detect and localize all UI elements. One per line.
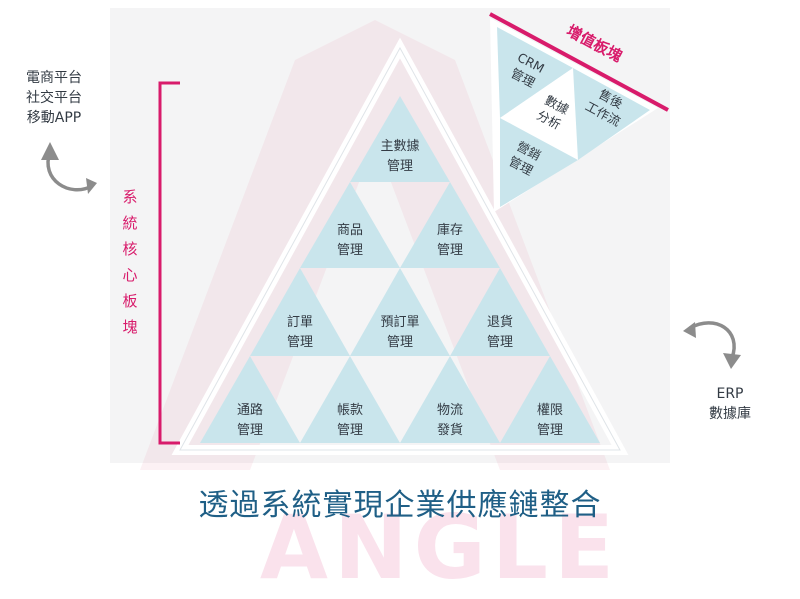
core-label-char: 板	[122, 292, 138, 310]
right-note-line: 數據庫	[709, 406, 751, 422]
cell-inventory	[400, 182, 500, 268]
right-cycle-arrow-icon	[683, 321, 741, 369]
label-logistics: 物流發貨	[437, 403, 463, 438]
cell-logistics	[400, 356, 500, 443]
label-channel: 通路管理	[237, 402, 263, 438]
cell-return	[450, 268, 550, 356]
value-added-block	[489, 12, 669, 212]
left-note-line: 移動APP	[26, 110, 82, 126]
diagram-caption: 透過系統實現企業供應鏈整合	[198, 488, 602, 523]
label-permission: 權限管理	[537, 403, 563, 438]
va-cell-after-sales	[573, 68, 650, 160]
cell-preorder	[350, 268, 450, 356]
cell-master-data	[350, 96, 450, 182]
left-cycle-arrow-icon	[41, 142, 97, 194]
cell-order	[250, 268, 350, 356]
core-label: 系 統 核 心 板 塊	[119, 184, 141, 340]
label-master-data: 主數據管理	[380, 139, 419, 174]
va-cell-analysis	[500, 68, 578, 160]
va-cell-marketing	[500, 118, 578, 207]
pyramid-frame	[179, 46, 621, 451]
label-accounts: 帳款管理	[337, 403, 363, 438]
cell-permission	[500, 356, 600, 443]
cell-channel	[200, 356, 300, 443]
va-cell-crm	[497, 27, 573, 118]
watermark-a-shape	[140, 20, 610, 470]
label-preorder: 預訂單管理	[380, 314, 419, 350]
diagram-canvas: 主數據管理 商品管理 庫存管理 訂單管理 預訂單管理 退貨管理 通路管理 帳款管…	[41, 12, 741, 470]
label-inventory: 庫存管理	[437, 223, 463, 258]
label-product: 商品管理	[337, 223, 363, 258]
right-note-line: ERP	[716, 386, 744, 402]
core-label-char: 心	[122, 266, 138, 284]
cell-product	[300, 182, 400, 268]
core-label-char: 塊	[122, 318, 138, 336]
left-note: 電商平台 社交平台 移動APP	[8, 68, 100, 128]
right-note: ERP 數據庫	[690, 384, 770, 424]
core-label-char: 統	[122, 214, 138, 232]
core-bracket	[158, 81, 180, 445]
va-title-bar	[489, 12, 669, 112]
left-note-line: 電商平台	[26, 70, 82, 86]
left-note-line: 社交平台	[26, 90, 82, 106]
label-order: 訂單管理	[287, 314, 313, 350]
core-label-char: 系	[122, 188, 138, 206]
cell-accounts	[300, 356, 400, 443]
core-label-char: 核	[122, 240, 138, 258]
label-return: 退貨管理	[487, 314, 513, 350]
